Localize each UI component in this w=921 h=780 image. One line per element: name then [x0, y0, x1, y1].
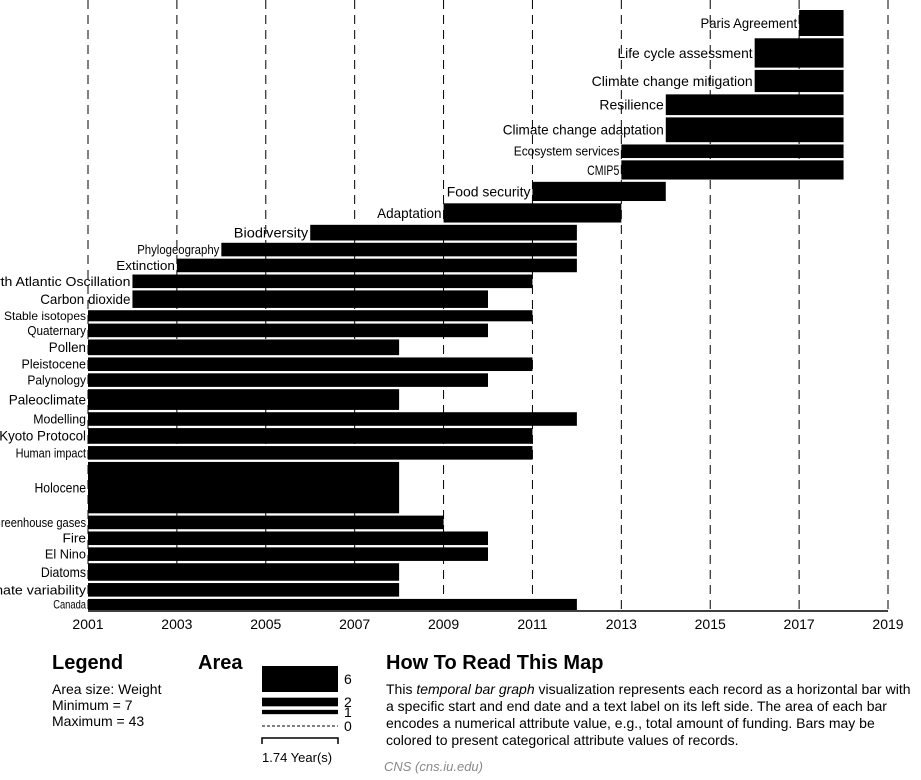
bar-resilience [665, 94, 844, 116]
bar-climate-change-mitigation [754, 69, 844, 93]
bar-fire [88, 531, 488, 546]
bar-label-biodiversity: Biodiversity [234, 225, 309, 240]
bar-labels: Paris Agreement Life cycle assessment Clim… [0, 15, 797, 612]
bar-label-cmip5: CMIP5 [587, 162, 619, 178]
legend-minimum: Minimum = 7 [52, 697, 133, 713]
x-axis-ticks: 2001 2003 2005 2007 2009 2011 2013 2015 2017 2019 [72, 616, 903, 632]
x-tick-label-2015: 2015 [695, 616, 726, 632]
bar-label-el-nino: El Nino [45, 548, 86, 562]
x-tick-label-2005: 2005 [250, 616, 281, 632]
area-sample-2 [262, 697, 338, 707]
bar-pollen [88, 339, 400, 356]
bar-ecosystem-services [621, 144, 844, 159]
bar-quaternary [88, 323, 488, 338]
legend-maximum: Maximum = 43 [52, 713, 145, 729]
bar-phylogeography [221, 242, 577, 257]
temporal-bar-chart: Paris Agreement Life cycle assessment Clim… [0, 0, 904, 632]
bar-climate-change-adaptation [665, 117, 844, 143]
x-tick-label-2017: 2017 [784, 616, 815, 632]
bar-label-adaptation: Adaptation [377, 205, 441, 221]
bar-human-impact [88, 446, 533, 460]
bar-pleistocene [88, 357, 533, 372]
x-tick-label-2003: 2003 [161, 616, 192, 632]
bar-label-climate-variability: Climate variability [0, 583, 87, 597]
bar-holocene [88, 461, 400, 514]
bar-palynology [88, 373, 488, 387]
bar-label-pleistocene: Pleistocene [22, 358, 87, 372]
bar-label-holocene: Holocene [35, 480, 87, 496]
bar-label-phylogeography: Phylogeography [137, 243, 220, 257]
bar-label-climate-change-mitigation: Climate change mitigation [592, 73, 753, 89]
bar-cmip5 [621, 160, 844, 180]
area-legend-title: Area [198, 652, 243, 674]
bar-label-life-cycle-assessment: Life cycle assessment [617, 45, 752, 61]
bar-label-human-impact: Human impact [16, 446, 87, 460]
area-sample-label-0: 0 [344, 718, 352, 734]
x-tick-label-2007: 2007 [339, 616, 370, 632]
legend: Legend Area size: Weight Minimum = 7 Max… [52, 652, 232, 729]
x-tick-label-2009: 2009 [428, 616, 459, 632]
bar-paleoclimate [88, 389, 400, 410]
bar-biodiversity [310, 224, 577, 241]
area-sample-1 [262, 709, 338, 715]
bar-label-extinction: Extinction [116, 259, 175, 273]
bar-diatoms [88, 563, 400, 581]
bar-label-carbon-dioxide: Carbon dioxide [40, 291, 130, 307]
how-to-read: How To Read This Map This temporal bar g… [386, 652, 916, 749]
area-scale-bracket [261, 737, 339, 744]
bar-kyoto-protocol [88, 428, 533, 444]
bar-label-ecosystem-services: Ecosystem services [514, 145, 620, 159]
bar-label-stable-isotopes: Stable isotopes [4, 309, 86, 323]
area-scale-label: 1.74 Year(s) [262, 750, 332, 765]
area-sample-6 [262, 666, 338, 692]
bars [88, 10, 844, 610]
how-to-read-text-b: visualization represents each record as … [386, 681, 911, 748]
bar-paris-agreement [799, 10, 844, 36]
how-to-read-title: How To Read This Map [386, 652, 604, 674]
bar-label-palynology: Palynology [27, 374, 86, 388]
bar-extinction [176, 258, 577, 273]
credit: CNS (cns.iu.edu) [384, 759, 483, 774]
bar-label-diatoms: Diatoms [41, 564, 86, 580]
bar-canada [88, 598, 577, 610]
bar-label-food-security: Food security [447, 183, 531, 199]
area-sample-label-6: 6 [344, 671, 352, 687]
bar-stable-isotopes [88, 310, 533, 322]
bar-label-fire: Fire [63, 532, 87, 546]
bar-label-pollen: Pollen [49, 340, 86, 355]
area-legend-graphic: 6 210 1.74 Year(s) [261, 666, 352, 765]
bar-label-paleoclimate: Paleoclimate [9, 391, 87, 407]
bar-climate-variability [88, 583, 400, 597]
bar-label-modelling: Modelling [33, 412, 86, 426]
bar-label-paris-agreement: Paris Agreement [701, 15, 798, 31]
bar-label-greenhouse-gases: Greenhouse gases [0, 516, 86, 530]
bar-label-quaternary: Quaternary [27, 324, 86, 338]
x-tick-label-2011: 2011 [517, 616, 547, 632]
bar-greenhouse-gases [88, 515, 444, 530]
bar-label-resilience: Resilience [599, 97, 664, 113]
bar-carbon-dioxide [132, 290, 488, 308]
bar-label-kyoto-protocol: Kyoto Protocol [0, 429, 86, 444]
how-to-read-text-em: temporal bar graph [416, 681, 535, 697]
bar-label-north-atlantic-oscillation: North Atlantic Oscillation [0, 275, 130, 289]
area-sample-label-1: 1 [344, 704, 352, 720]
area-sample-label-2: 2 [344, 694, 352, 710]
bar-north-atlantic-oscillation [132, 274, 533, 289]
bar-life-cycle-assessment [754, 38, 844, 68]
x-tick-label-2001: 2001 [72, 616, 103, 632]
bar-food-security [532, 181, 666, 202]
bar-adaptation [443, 203, 622, 223]
how-to-read-text-a: This [386, 681, 417, 697]
how-to-read-text: This temporal bar graph visualization re… [386, 681, 916, 749]
bar-modelling [88, 412, 577, 426]
legend-area-size: Area size: Weight [52, 681, 162, 697]
x-tick-label-2019: 2019 [872, 616, 903, 632]
x-tick-label-2013: 2013 [606, 616, 637, 632]
bar-label-canada: Canada [53, 598, 86, 612]
bar-el-nino [88, 547, 488, 561]
bar-label-climate-change-adaptation: Climate change adaptation [503, 122, 664, 138]
legend-title: Legend [52, 652, 124, 674]
